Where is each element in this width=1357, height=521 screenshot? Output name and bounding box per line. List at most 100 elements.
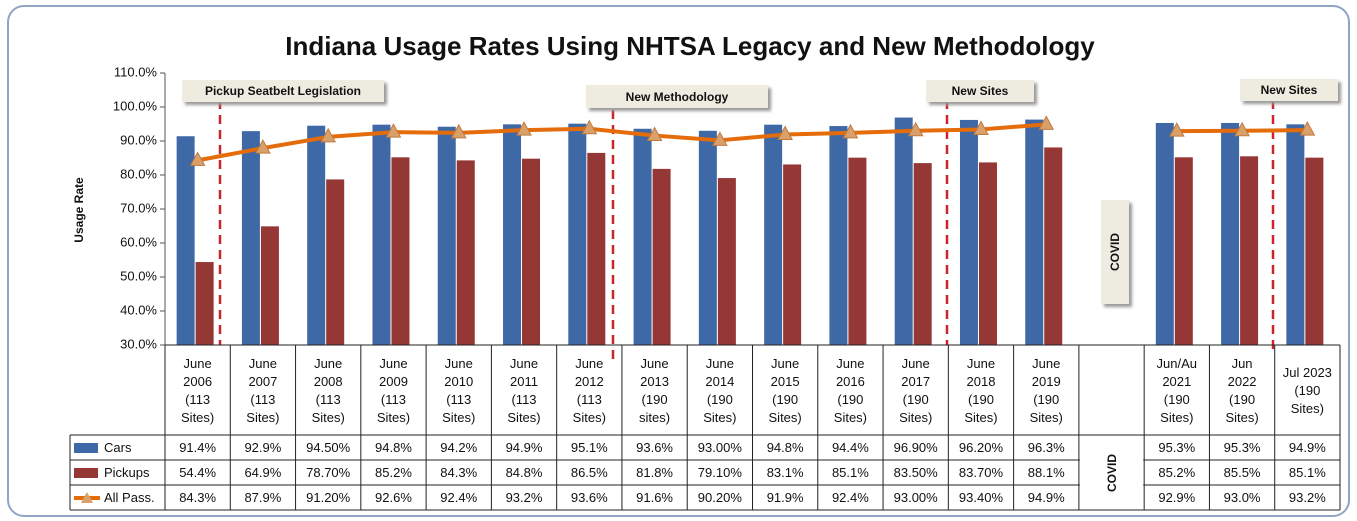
legend-swatch: [74, 442, 98, 453]
bar: [1155, 122, 1174, 345]
table-value: 94.9%: [1027, 489, 1065, 505]
table-value: 78.70%: [306, 464, 351, 480]
table-value: 88.1%: [1027, 464, 1065, 480]
table-value: 94.2%: [440, 439, 478, 455]
bar: [503, 124, 522, 345]
bar: [326, 179, 345, 345]
table-value: 94.8%: [375, 439, 412, 455]
line-marker: [907, 121, 924, 137]
bar: [978, 162, 997, 345]
table-value: 83.50%: [893, 464, 938, 480]
bar: [1025, 119, 1044, 345]
annotation-box: COVID: [1101, 200, 1129, 304]
annotation: New Methodology: [586, 85, 768, 108]
table-value: 95.3%: [1223, 439, 1261, 455]
table-value: 92.4%: [831, 489, 869, 505]
table-value: 84.3%: [440, 464, 478, 480]
line-marker: [320, 127, 337, 143]
table-value: 93.00%: [697, 439, 742, 455]
legend-item: Pickups: [74, 460, 163, 485]
line-marker: [255, 139, 271, 154]
bar: [1174, 157, 1193, 345]
table-value: 83.1%: [766, 464, 804, 480]
table-value: 90.20%: [697, 489, 742, 505]
line-marker: [973, 120, 989, 135]
line-marker: [842, 123, 859, 139]
table-value: 85.2%: [375, 464, 412, 480]
bar: [913, 163, 932, 345]
x-tick-label: June 2016 (190 Sites): [833, 356, 868, 425]
annotation: New Sites: [926, 80, 1034, 102]
bar: [1221, 122, 1240, 345]
legend-item: All Pass.: [74, 485, 163, 510]
annotation: Pickup Seatbelt Legislation: [182, 80, 384, 102]
legend-key: [74, 467, 98, 478]
line-marker: [1168, 122, 1185, 137]
table-value: 83.70%: [958, 464, 1003, 480]
chart-title: Indiana Usage Rates Using NHTSA Legacy a…: [285, 31, 1095, 61]
bar: [437, 126, 456, 345]
table-value: 93.0%: [1223, 489, 1261, 505]
table-value: 93.2%: [505, 489, 543, 505]
covid-cell: [1079, 436, 1144, 509]
bar: [260, 226, 279, 345]
line-marker: [189, 151, 206, 166]
legend-swatch: [74, 467, 98, 478]
line-marker: [1234, 121, 1250, 137]
line-marker: [712, 131, 728, 146]
legend-label: Cars: [104, 440, 132, 455]
x-tick-label: Jun 2022 (190 Sites): [1225, 356, 1259, 425]
bar: [241, 131, 260, 345]
table-value: 96.3%: [1027, 439, 1065, 455]
x-tick-label: June 2017 (190 Sites): [899, 356, 933, 425]
table-value: 85.2%: [1158, 464, 1196, 480]
y-tick-label: 50.0%: [120, 268, 157, 283]
y-tick-label: 90.0%: [120, 132, 157, 147]
x-tick-label: June 2007 (113 Sites): [246, 356, 280, 425]
legend-label: All Pass.: [104, 490, 155, 505]
table-value: 94.9%: [505, 439, 543, 455]
legend-marker: [81, 491, 93, 503]
y-tick-label: 70.0%: [120, 200, 157, 215]
bar: [1305, 157, 1324, 345]
x-tick-label: June 2006 (113 Sites): [181, 356, 215, 425]
table-value: 84.3%: [179, 489, 217, 505]
table-value: 95.3%: [1158, 439, 1196, 455]
x-tick-label: June 2010 (113 Sites): [442, 356, 476, 425]
x-tick-label: Jun/Au 2021 (190 Sites): [1156, 356, 1198, 425]
bar: [1286, 124, 1305, 345]
table-value: 84.8%: [505, 464, 543, 480]
table-value: 91.20%: [306, 489, 351, 505]
table-value: 92.4%: [440, 489, 478, 505]
table-value: 93.40%: [958, 489, 1003, 505]
bar: [568, 123, 587, 345]
x-tick-label: Jul 2023 (190 Sites): [1282, 365, 1332, 416]
bar: [522, 158, 541, 345]
table-value: 94.9%: [1288, 439, 1326, 455]
table-value: 95.1%: [570, 439, 608, 455]
legend-key: [74, 442, 98, 453]
line-marker: [1038, 115, 1055, 130]
table-value: 93.6%: [570, 489, 608, 505]
x-tick-label: June 2009 (113 Sites): [376, 356, 411, 425]
y-tick-label: 40.0%: [120, 302, 157, 317]
bar: [176, 136, 195, 345]
legend-item: Cars: [74, 435, 163, 460]
line-marker: [581, 119, 598, 135]
x-tick-label: June 2012 (113 Sites): [572, 356, 606, 425]
table-value: 85.5%: [1223, 464, 1261, 480]
x-tick-label: June 2013 (190 sites): [639, 356, 671, 425]
x-tick-label: June 2019 (190 Sites): [1029, 356, 1063, 425]
table-value: 85.1%: [831, 464, 869, 480]
table-value: 87.9%: [244, 489, 282, 505]
bar: [372, 124, 391, 346]
table-value: 54.4%: [179, 464, 217, 480]
table-value: 94.50%: [306, 439, 351, 455]
table-value: 93.00%: [893, 489, 938, 505]
table-value: 86.5%: [570, 464, 608, 480]
bar: [1240, 156, 1259, 345]
bar: [633, 128, 652, 345]
x-tick-label: June 2008 (113 Sites): [311, 356, 345, 425]
y-tick-label: 100.0%: [113, 98, 158, 113]
